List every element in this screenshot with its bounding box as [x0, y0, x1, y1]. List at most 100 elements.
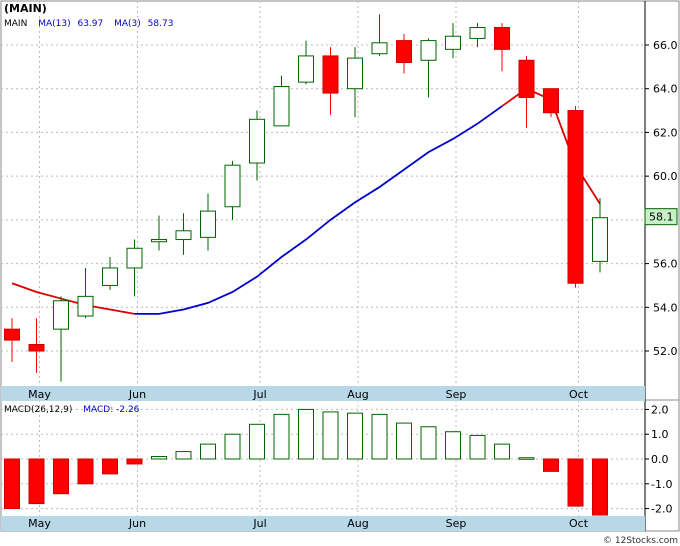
macd-bar-positive: [273, 413, 290, 460]
macd-month-label: Jun: [128, 517, 146, 530]
candle-down: [396, 40, 412, 63]
ma-line-blue: [134, 105, 503, 315]
legend-ma13-value: 63.97: [77, 19, 103, 29]
macd-tick-label: 2.0: [651, 403, 669, 416]
macd-bar-positive: [494, 443, 510, 460]
macd-tick-label: -1.0: [651, 478, 672, 491]
macd-bar-negative: [567, 458, 584, 507]
legend-ma3-label: MA(3): [114, 19, 141, 29]
candle-up: [592, 217, 608, 262]
macd-bar-positive: [175, 451, 192, 460]
macd-bar-positive: [151, 456, 167, 460]
legend-ma13-label: MA(13): [38, 19, 70, 29]
candle-down: [28, 343, 45, 352]
macd-bar-negative: [126, 458, 143, 465]
macd-month-label: May: [28, 517, 51, 530]
candle-up: [420, 40, 437, 61]
price-tick-label: 66.0: [653, 39, 678, 52]
macd-month-label: Oct: [569, 517, 589, 530]
price-tick-label: 64.0: [653, 83, 678, 96]
macd-legend: MACD(26,12,9) MACD: -2.26: [4, 405, 140, 415]
macd-bar-negative: [4, 458, 20, 510]
price-tick-label: 62.0: [653, 126, 678, 139]
candle-up: [126, 247, 143, 269]
price-panel-frame: [0, 0, 680, 402]
macd-month-label: Aug: [347, 517, 368, 530]
macd-legend-label: MACD(26,12,9): [4, 405, 72, 415]
macd-bar-positive: [249, 423, 265, 460]
macd-bar-positive: [200, 443, 216, 460]
candle-up: [469, 26, 486, 39]
price-month-label: Jun: [128, 388, 146, 401]
price-month-label: Sep: [446, 388, 467, 401]
candle-up: [151, 239, 167, 243]
price-month-label: Jul: [252, 388, 266, 401]
macd-bar-negative: [102, 458, 118, 475]
candle-down: [543, 88, 559, 114]
price-month-label: Oct: [569, 388, 589, 401]
macd-bar-positive: [469, 434, 486, 460]
macd-y-axis: -2.0 -1.0 0.0 1.0 2.0: [644, 401, 672, 531]
macd-month-label: Sep: [446, 517, 467, 530]
price-tick-label: 54.0: [653, 301, 678, 314]
macd-bar-negative: [28, 458, 45, 505]
macd-legend-value: -2.26: [116, 405, 140, 415]
candle-down: [518, 59, 535, 98]
price-x-axis: May Jun Jul Aug Sep Oct: [28, 388, 589, 401]
candle-down: [322, 55, 339, 94]
price-tick-label: 52.0: [653, 345, 678, 358]
price-tick-label: 56.0: [653, 258, 678, 271]
candle-up: [445, 35, 461, 50]
last-price-label: 58.1: [649, 211, 674, 224]
candle-down: [567, 110, 584, 284]
macd-bar-positive: [445, 431, 461, 460]
macd-bar-negative: [592, 458, 608, 516]
macd-bar-negative: [77, 458, 94, 485]
candle-up: [273, 86, 290, 127]
candlesticks: [4, 14, 608, 382]
macd-tick-label: -2.0: [651, 503, 672, 516]
macd-bar-positive: [518, 457, 535, 460]
chart-title: (MAIN): [4, 2, 47, 15]
last-price-box: [644, 208, 678, 226]
macd-bar-positive: [298, 408, 314, 460]
price-tick-label: 60.0: [653, 170, 678, 183]
macd-tick-label: 0.0: [651, 453, 669, 466]
macd-month-label: Jul: [252, 517, 266, 530]
candle-up: [102, 267, 118, 286]
macd-tick-label: 1.0: [651, 428, 669, 441]
candle-up: [77, 295, 94, 317]
macd-bar-negative: [543, 458, 559, 472]
macd-legend-value-label: MACD:: [83, 405, 113, 415]
macd-histogram: [4, 408, 608, 516]
candle-up: [249, 118, 265, 164]
candle-up: [347, 57, 363, 90]
price-month-label: May: [28, 388, 51, 401]
price-month-label: Aug: [347, 388, 368, 401]
legend-symbol: MAIN: [4, 19, 27, 29]
price-x-axis-band: [1, 386, 645, 401]
footer-credit: © 12Stocks.com: [603, 536, 678, 546]
macd-bar-positive: [396, 422, 412, 460]
macd-bar-positive: [347, 412, 363, 460]
macd-x-axis: May Jun Jul Aug Sep Oct: [28, 517, 589, 530]
candle-up: [53, 300, 69, 330]
last-price-tag: 58.1: [644, 208, 678, 226]
candle-down: [4, 328, 20, 341]
macd-bar-positive: [420, 426, 437, 460]
legend-ma3-value: 58.73: [148, 19, 174, 29]
ma3-line-early: [11, 282, 135, 315]
candle-up: [298, 55, 314, 83]
candle-up: [175, 230, 192, 241]
candle-down: [494, 26, 510, 50]
candle-up: [371, 42, 388, 55]
macd-x-axis-band: [1, 516, 645, 531]
macd-bar-positive: [322, 411, 339, 460]
candle-up: [200, 210, 216, 238]
macd-bar-negative: [53, 458, 69, 495]
macd-bar-positive: [371, 413, 388, 460]
price-legend: MAIN MA(13) 63.97 MA(3) 58.73: [4, 19, 173, 29]
candle-up: [224, 164, 241, 208]
